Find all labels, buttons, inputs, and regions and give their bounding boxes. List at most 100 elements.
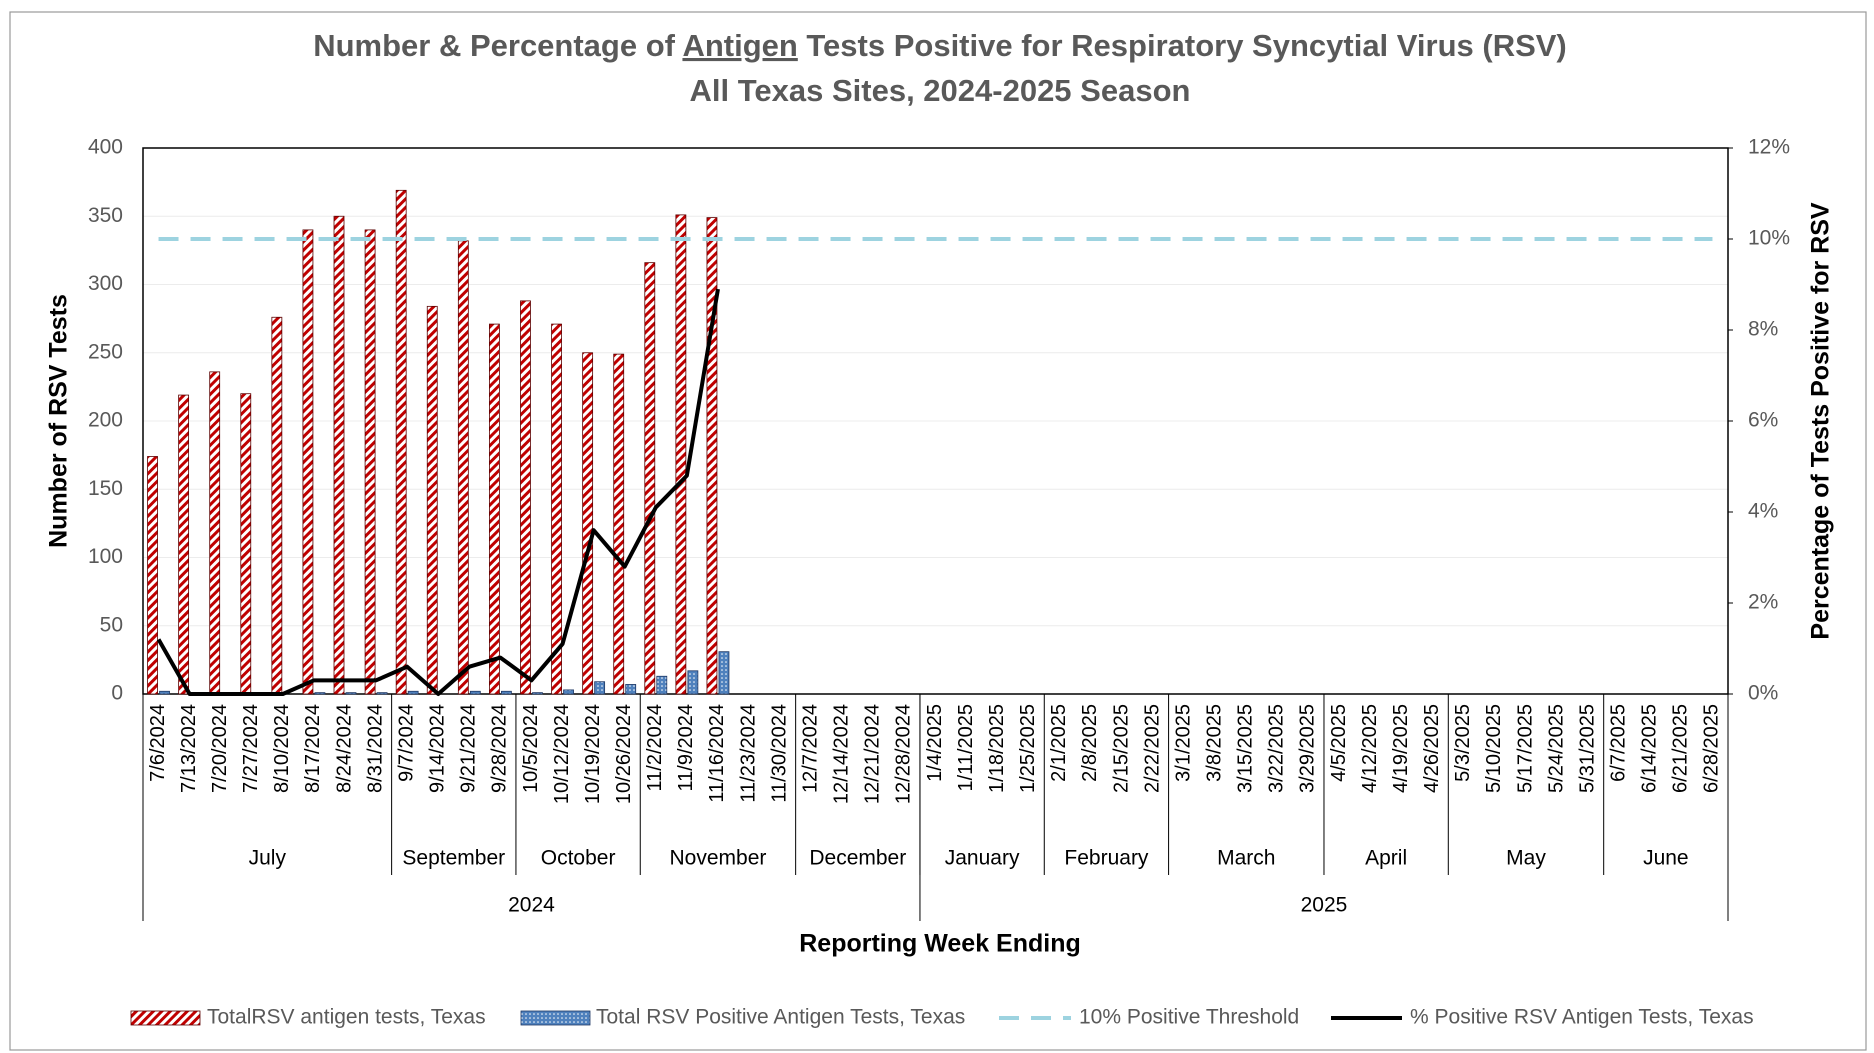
bar xyxy=(240,393,252,695)
months-label: November xyxy=(670,847,767,870)
frame xyxy=(9,11,1867,1051)
x-tick-label: 3/8/2025 xyxy=(1203,704,1225,782)
x-tick-label: 2/8/2025 xyxy=(1079,704,1101,782)
bar xyxy=(625,684,637,695)
y-tick-label: 0 xyxy=(111,682,123,705)
y-tick-label: 350 xyxy=(88,204,123,227)
bar xyxy=(333,215,345,695)
bar xyxy=(613,353,625,695)
x-tick-label: 9/28/2024 xyxy=(489,704,511,793)
bar xyxy=(426,305,438,695)
legend-label: % Positive RSV Antigen Tests, Texas xyxy=(1410,1006,1754,1029)
y2-axis-title: Percentage of Tests Positive for RSV xyxy=(1807,202,1835,639)
x-tick-label: 11/30/2024 xyxy=(768,704,790,803)
x-tick-label: 3/22/2025 xyxy=(1266,704,1288,793)
x-tick-label: 4/5/2025 xyxy=(1328,704,1350,782)
line xyxy=(156,288,720,696)
bar xyxy=(582,352,594,695)
x-tick-label: 5/3/2025 xyxy=(1452,704,1474,782)
bar xyxy=(594,681,606,695)
x-tick-label: 9/14/2024 xyxy=(427,704,449,793)
x-tick-label: 3/15/2025 xyxy=(1235,704,1257,793)
x-tick-label: 12/28/2024 xyxy=(893,704,915,804)
y2-tick-label: 12% xyxy=(1748,136,1790,159)
legend-swatch xyxy=(520,1010,591,1026)
x-tick-label: 11/2/2024 xyxy=(644,704,666,792)
x-tick-label: 9/21/2024 xyxy=(458,704,480,793)
x-tick-label: 4/12/2025 xyxy=(1359,704,1381,793)
x-tick-label: 12/14/2024 xyxy=(831,704,853,804)
bar xyxy=(656,675,668,695)
x-tick-label: 10/19/2024 xyxy=(582,704,604,804)
x-tick-label: 2/22/2025 xyxy=(1141,704,1163,793)
x-tick-label: 5/31/2025 xyxy=(1576,704,1598,793)
y-tick-label: 300 xyxy=(88,272,123,295)
bar xyxy=(718,651,730,695)
bar xyxy=(563,689,574,695)
x-tick-label: 1/25/2025 xyxy=(1017,704,1039,793)
x-tick-label: 11/9/2024 xyxy=(675,704,697,792)
y2-tick-label: 2% xyxy=(1748,591,1778,614)
chart-subtitle: All Texas Sites, 2024-2025 Season xyxy=(690,73,1191,108)
bar xyxy=(376,692,388,695)
bar xyxy=(675,214,687,695)
years-label: 2024 xyxy=(508,894,555,917)
y-tick-label: 150 xyxy=(88,477,123,500)
y-tick-label: 250 xyxy=(88,340,123,363)
x-tick-label: 12/7/2024 xyxy=(799,704,821,793)
x-tick-label: 7/6/2024 xyxy=(147,704,169,782)
y2-tick-label: 0% xyxy=(1748,682,1778,705)
y2-tick-label: 6% xyxy=(1748,409,1778,432)
x-tick-label: 6/7/2025 xyxy=(1608,704,1630,782)
months-label: March xyxy=(1217,847,1275,870)
years-label: 2025 xyxy=(1301,894,1348,917)
x-tick-label: 5/10/2025 xyxy=(1483,704,1505,793)
x-tick-label: 3/29/2025 xyxy=(1297,704,1319,793)
x-tick-label: 7/27/2024 xyxy=(240,704,262,793)
x-tick-label: 10/26/2024 xyxy=(613,704,635,804)
months-label: April xyxy=(1365,847,1407,870)
months-label: January xyxy=(945,847,1020,870)
x-tick-label: 11/16/2024 xyxy=(706,704,728,803)
y-tick-label: 200 xyxy=(88,409,123,432)
x-tick-label: 11/23/2024 xyxy=(737,704,759,803)
bar xyxy=(147,456,158,695)
bar xyxy=(706,217,718,695)
bar xyxy=(271,316,283,695)
x-tick-label: 12/21/2024 xyxy=(862,704,884,804)
x-tick-label: 10/5/2024 xyxy=(520,704,542,793)
bar xyxy=(469,690,481,695)
bar xyxy=(457,240,469,695)
x-tick-label: 2/15/2025 xyxy=(1110,704,1132,793)
x-tick-label: 1/4/2025 xyxy=(924,704,946,782)
bar xyxy=(407,690,419,695)
x-tick-label: 2/1/2025 xyxy=(1048,704,1070,782)
y-tick-label: 100 xyxy=(88,545,123,568)
x-tick-label: 6/21/2025 xyxy=(1670,704,1692,793)
x-tick-label: 8/10/2024 xyxy=(271,704,293,793)
y2-tick-label: 4% xyxy=(1748,500,1778,523)
bar xyxy=(644,262,656,695)
x-tick-label: 8/17/2024 xyxy=(302,704,324,793)
title-part: Tests Positive for Respiratory Syncytial… xyxy=(798,28,1567,63)
months-label: September xyxy=(402,847,505,870)
bar xyxy=(501,690,512,695)
x-tick-label: 5/24/2025 xyxy=(1545,704,1567,793)
y-tick-label: 50 xyxy=(100,613,123,636)
x-tick-label: 5/17/2025 xyxy=(1514,704,1536,793)
bar xyxy=(209,371,221,695)
x-tick-label: 7/13/2024 xyxy=(178,704,200,793)
x-tick-label: 6/28/2025 xyxy=(1701,704,1723,793)
bar xyxy=(302,229,314,695)
x-tick-label: 10/12/2024 xyxy=(551,704,573,804)
x-tick-label: 8/31/2024 xyxy=(364,704,386,793)
title-part: Antigen xyxy=(682,28,797,63)
bar xyxy=(551,323,562,695)
months-label: October xyxy=(541,847,616,870)
months-label: February xyxy=(1064,847,1149,870)
chart-title: Number & Percentage of Antigen Tests Pos… xyxy=(313,28,1567,63)
x-axis-title: Reporting Week Ending xyxy=(799,930,1081,958)
plot-frame xyxy=(142,147,1729,695)
x-tick-label: 9/7/2024 xyxy=(395,704,417,782)
